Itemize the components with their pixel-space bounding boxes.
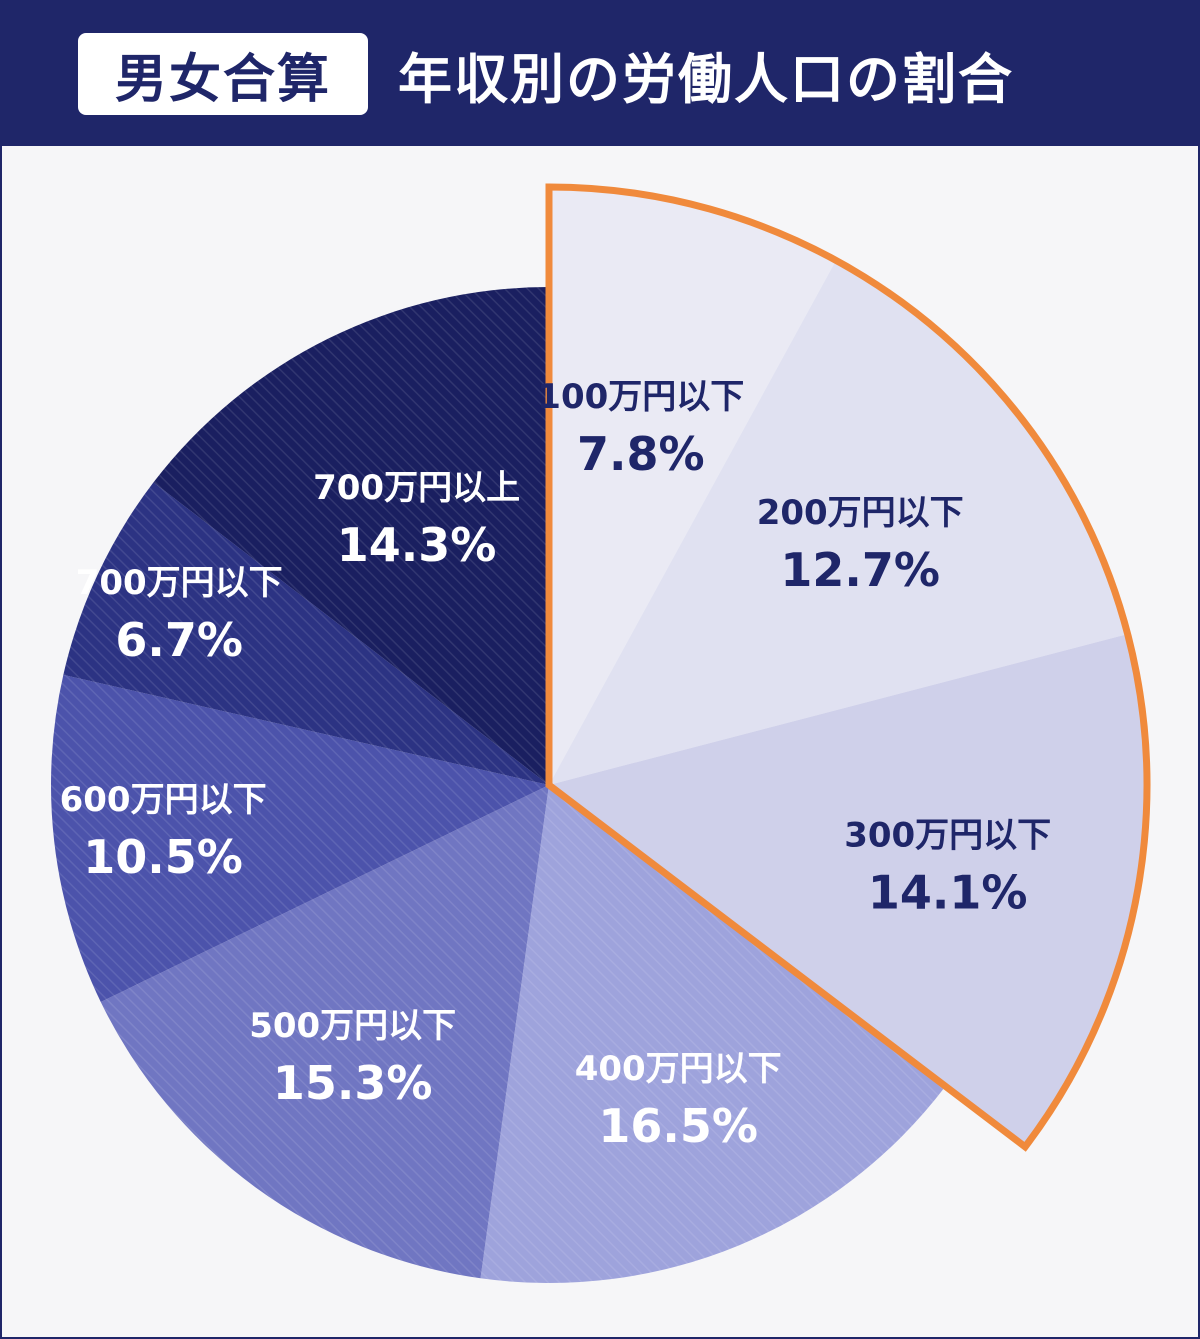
pie-slice-hatch-7 (63, 482, 549, 785)
pie-slice-hatch-6 (50, 674, 550, 1002)
pie-slice-hatch-8 (153, 287, 549, 785)
slice-value-label: 15.3% (273, 1056, 433, 1110)
pie-slice-2 (549, 260, 1128, 785)
pie-slice-hatch-4 (480, 785, 946, 1284)
header-bar: 男女合算 年収別の労働人口の割合 (0, 0, 1200, 146)
slice-value-label: 14.1% (868, 866, 1028, 920)
slice-value-label: 10.5% (83, 830, 243, 884)
slice-category-label: 400万円以下 (575, 1049, 782, 1089)
slice-category-label: 700万円以上 (313, 468, 520, 508)
slice-value-label: 16.5% (598, 1099, 758, 1153)
badge-gender-combined: 男女合算 (78, 33, 368, 115)
chart-title: 年収別の労働人口の割合 (398, 47, 1014, 111)
slice-category-label: 500万円以下 (249, 1006, 456, 1046)
slice-category-label: 100万円以下 (537, 377, 744, 417)
slice-category-label: 700万円以下 (76, 563, 283, 603)
slice-value-label: 14.3% (337, 518, 497, 572)
pie-slice-hatch-5 (100, 785, 549, 1279)
slice-value-label: 7.8% (577, 427, 705, 481)
pie-slices (50, 187, 1148, 1284)
slice-category-label: 600万円以下 (60, 780, 267, 820)
slice-category-label: 300万円以下 (844, 816, 1051, 856)
highlight-outline-path (545, 183, 1151, 1152)
slice-category-label: 200万円以下 (757, 493, 964, 533)
slice-value-label: 6.7% (115, 613, 243, 667)
highlight-outline (545, 183, 1151, 1152)
pie-slice-1 (549, 187, 837, 785)
pie-slice-3 (549, 634, 1148, 1147)
slice-labels: 100万円以下 7.8% 200万円以下 12.7% 300万円以下 14.1% 400万円… (60, 377, 1052, 1153)
slice-value-label: 12.7% (780, 543, 940, 597)
